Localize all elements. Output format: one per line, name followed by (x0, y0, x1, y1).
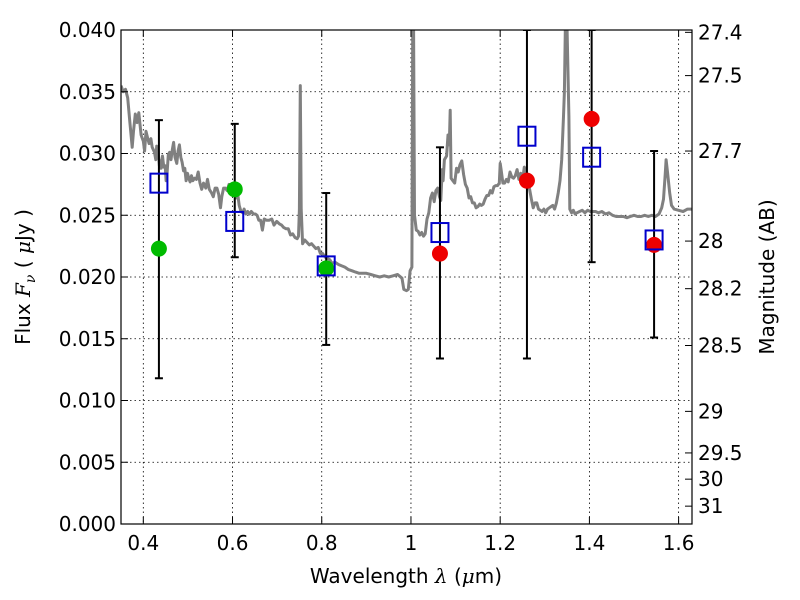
model-square-point (225, 210, 245, 232)
error-bars (154, 30, 659, 380)
data-markers (149, 110, 664, 277)
y-tick-label: 0.010 (59, 389, 116, 413)
x-axis-ticks: 0.4 0.6 0.8 1 1.2 1.4 1.6 (127, 30, 695, 555)
green-detection-point (150, 240, 167, 257)
model-square-point (149, 172, 169, 194)
y2-tick-label: 29 (698, 399, 723, 423)
x-tick-label: 0.8 (306, 531, 338, 555)
y2-axis-label: Magnitude (AB) (755, 199, 779, 354)
x-tick-label: 0.6 (217, 531, 249, 555)
red-detection-point (431, 245, 448, 262)
y2-tick-label: 30 (698, 467, 723, 491)
model-square-point (582, 146, 602, 168)
x-tick-label: 0.4 (127, 531, 159, 555)
y-tick-label: 0.030 (59, 142, 116, 166)
y2-tick-label: 28 (698, 229, 723, 253)
green-detection-point (318, 260, 335, 277)
x-axis-label-mu: μ (462, 564, 475, 588)
y-tick-label: 0.040 (59, 18, 116, 42)
x-axis-label-symbol: λ (434, 564, 448, 588)
y-axis-label-mu: μ (11, 241, 35, 254)
y2-tick-label: 29.5 (698, 441, 743, 465)
y2-tick-label: 31 (698, 494, 723, 518)
x-tick-label: 1 (405, 531, 418, 555)
x-axis-label-units-close: m) (475, 564, 502, 588)
model-square-point (517, 125, 537, 147)
grid-lines (121, 30, 692, 524)
y-tick-label: 0.015 (59, 327, 116, 351)
model-square-point (430, 222, 450, 244)
y-tick-label: 0.020 (59, 265, 116, 289)
x-axis-label-prefix: Wavelength (310, 564, 435, 588)
y-tick-label: 0.035 (59, 80, 116, 104)
y-tick-label: 0.000 (59, 512, 116, 536)
y-axis-ticks: 0.000 0.005 0.010 0.015 0.020 0.025 0.030 0.035… (59, 18, 128, 536)
green-detection-point (226, 181, 243, 198)
model-square-point (644, 229, 664, 251)
y-tick-label: 0.025 (59, 203, 116, 227)
x-tick-label: 1.6 (663, 531, 695, 555)
y-axis-label-symbol: F (11, 282, 35, 298)
y-axis-label: Flux Fν ( μJy ) (11, 209, 39, 345)
x-tick-label: 1.4 (573, 531, 605, 555)
y2-tick-label: 27.5 (698, 64, 743, 88)
x-axis-label: Wavelength λ (μm) (310, 564, 502, 588)
y2-tick-label: 27.4 (698, 20, 743, 44)
model-spectrum-line (121, 30, 692, 293)
y2-tick-label: 28.2 (698, 277, 743, 301)
y-tick-label: 0.005 (59, 450, 116, 474)
y-axis-label-units-open: ( (11, 254, 35, 275)
y2-axis-ticks: 27.4 27.5 27.7 28 28.2 28.5 29 29.530 31 (685, 20, 743, 518)
red-detection-point (518, 172, 535, 189)
y2-tick-label: 27.7 (698, 139, 743, 163)
y2-tick-label: 28.5 (698, 333, 743, 357)
red-detection-point (583, 110, 600, 127)
x-tick-label: 1.2 (484, 531, 516, 555)
y-axis-label-prefix: Flux (11, 297, 35, 345)
model-square-point (316, 255, 336, 277)
x-axis-label-units-open: ( (448, 564, 462, 588)
y-axis-label-subscript: ν (23, 274, 39, 283)
y-axis-label-units-close: Jy ) (11, 209, 35, 243)
